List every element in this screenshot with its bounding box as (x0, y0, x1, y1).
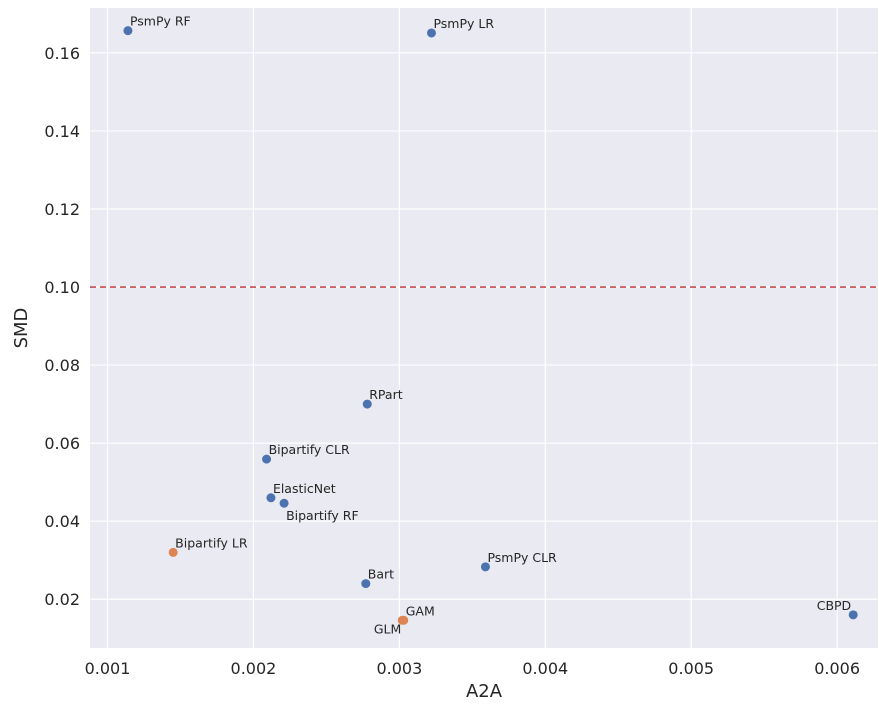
point-label: Bipartify CLR (269, 442, 350, 457)
y-tick-label: 0.02 (44, 590, 80, 609)
y-tick-label: 0.04 (44, 512, 80, 531)
point-label: RPart (369, 387, 402, 402)
data-point (480, 562, 490, 572)
data-point (361, 579, 371, 589)
y-tick-label: 0.12 (44, 200, 80, 219)
data-point (397, 615, 407, 625)
data-point (362, 399, 372, 409)
point-labels: PsmPy RF PsmPy LR RPart Bipartify CLR Elasti… (130, 14, 851, 637)
point-label: Bipartify LR (175, 535, 248, 550)
data-point (426, 28, 436, 38)
point-label: PsmPy LR (433, 16, 494, 31)
y-axis-label: SMD (11, 308, 32, 349)
point-label: Bipartify RF (286, 508, 359, 523)
x-tick-label: 0.001 (85, 659, 131, 678)
x-tick-label: 0.005 (668, 659, 714, 678)
data-point (848, 610, 858, 620)
x-tick-label: 0.006 (814, 659, 860, 678)
x-tick-labels: 0.001 0.002 0.003 0.004 0.005 0.006 (85, 659, 860, 678)
x-tick-label: 0.004 (522, 659, 568, 678)
point-label: GAM (406, 603, 435, 618)
x-axis-label: A2A (466, 681, 503, 702)
data-points (123, 26, 858, 625)
x-tick-label: 0.002 (231, 659, 277, 678)
point-label: PsmPy RF (130, 14, 191, 29)
y-tick-label: 0.06 (44, 434, 80, 453)
data-point (168, 547, 178, 557)
data-point (262, 454, 272, 464)
y-tick-label: 0.16 (44, 44, 80, 63)
point-label: PsmPy CLR (487, 550, 557, 565)
x-tick-label: 0.003 (376, 659, 422, 678)
point-label: Bart (368, 567, 394, 582)
data-point (123, 26, 133, 36)
point-label: CBPD (817, 598, 851, 613)
y-tick-label: 0.14 (44, 122, 80, 141)
y-tick-label: 0.10 (44, 278, 80, 297)
data-point (279, 498, 289, 508)
y-tick-labels: 0.02 0.04 0.06 0.08 0.10 0.12 0.14 0.16 (44, 44, 80, 609)
point-label: GLM (374, 621, 401, 636)
point-label: ElasticNet (273, 481, 336, 496)
plot-background (90, 8, 878, 648)
data-point (266, 493, 276, 503)
y-tick-label: 0.08 (44, 356, 80, 375)
